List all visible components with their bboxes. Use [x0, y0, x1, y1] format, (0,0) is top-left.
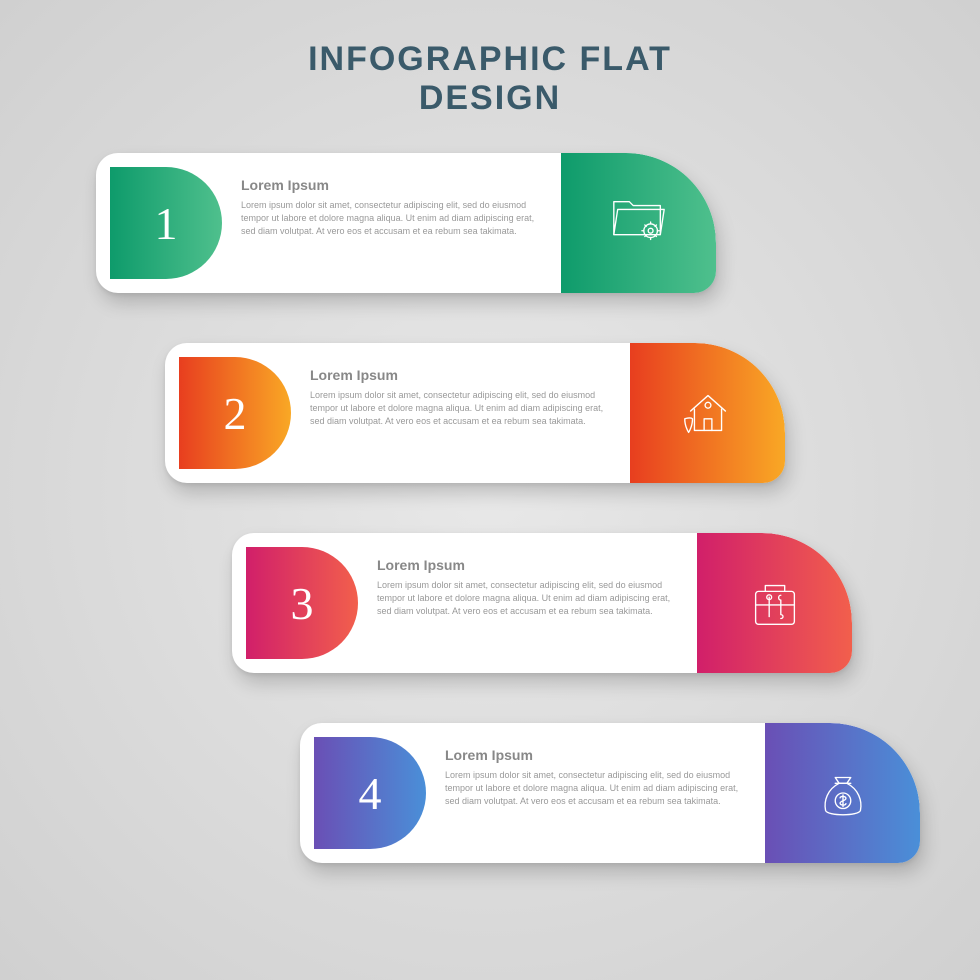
title-line-2: DESIGN [0, 79, 980, 118]
card-body: Lorem ipsum dolor sit amet, consectetur … [445, 769, 745, 808]
card-content: Lorem Ipsum Lorem ipsum dolor sit amet, c… [377, 557, 677, 618]
card-content: Lorem Ipsum Lorem ipsum dolor sit amet, c… [241, 177, 541, 238]
folder-gear-icon [561, 153, 716, 293]
card-content: Lorem Ipsum Lorem ipsum dolor sit amet, c… [445, 747, 745, 808]
card-heading: Lorem Ipsum [445, 747, 745, 763]
card-heading: Lorem Ipsum [377, 557, 677, 573]
title-line-1: INFOGRAPHIC FLAT [0, 40, 980, 79]
info-card-3: 3 Lorem Ipsum Lorem ipsum dolor sit amet, … [232, 533, 852, 673]
number-badge: 2 [179, 357, 291, 469]
number-badge: 4 [314, 737, 426, 849]
number-badge: 3 [246, 547, 358, 659]
info-card-2: 2 Lorem Ipsum Lorem ipsum dolor sit amet, … [165, 343, 785, 483]
number-badge: 1 [110, 167, 222, 279]
card-content: Lorem Ipsum Lorem ipsum dolor sit amet, c… [310, 367, 610, 428]
house-shield-icon [630, 343, 785, 483]
money-bag-icon [765, 723, 920, 863]
card-heading: Lorem Ipsum [310, 367, 610, 383]
card-body: Lorem ipsum dolor sit amet, consectetur … [310, 389, 610, 428]
info-card-1: 1 Lorem Ipsum Lorem ipsum dolor sit amet, … [96, 153, 716, 293]
tools-bag-icon [697, 533, 852, 673]
info-card-4: 4 Lorem Ipsum Lorem ipsum dolor sit amet, … [300, 723, 920, 863]
page-title: INFOGRAPHIC FLAT DESIGN [0, 0, 980, 118]
card-heading: Lorem Ipsum [241, 177, 541, 193]
cards-container: 1 Lorem Ipsum Lorem ipsum dolor sit amet, … [0, 153, 980, 933]
card-body: Lorem ipsum dolor sit amet, consectetur … [241, 199, 541, 238]
card-body: Lorem ipsum dolor sit amet, consectetur … [377, 579, 677, 618]
